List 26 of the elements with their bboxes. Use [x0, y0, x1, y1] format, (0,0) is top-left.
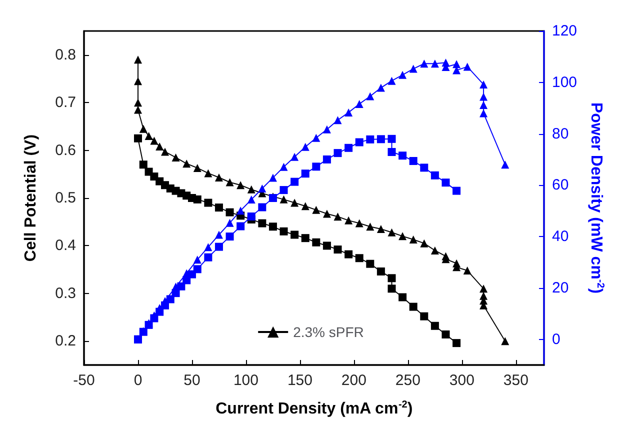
y-axis-title: Cell Potential (V) [22, 134, 40, 262]
x-tick-label: 300 [449, 372, 474, 389]
y2-tick-label: 80 [552, 125, 569, 142]
y2-tick-label: 100 [552, 74, 578, 91]
y2-tick-label: 60 [552, 176, 569, 194]
y-tick-label: 0.3 [55, 284, 76, 302]
x-tick-label: 0 [134, 372, 142, 389]
x-tick-label: 50 [184, 372, 200, 389]
y-tick-label: 0.4 [55, 237, 76, 254]
y-tick-label: 0.5 [55, 190, 76, 206]
x-tick-label: 100 [233, 372, 258, 389]
y2-axis-title: Power Density (mW cm-2) [587, 102, 606, 294]
y2-tick-label: 0 [552, 330, 560, 348]
y-tick-label: 0.6 [55, 142, 76, 159]
x-tick-label: 350 [503, 372, 528, 389]
legend-label: 2.3% sPFR [293, 324, 364, 340]
y-tick-label: 0.7 [55, 94, 76, 112]
x-tick-label: 200 [341, 372, 366, 389]
y2-tick-label: 120 [552, 22, 578, 40]
y-tick-label: 0.2 [55, 332, 76, 350]
y2-tick-label: 40 [552, 228, 569, 246]
x-tick-label: -50 [73, 372, 95, 389]
y-tick-label: 0.8 [55, 46, 76, 64]
y2-tick-label: 20 [552, 279, 569, 296]
x-tick-label: 150 [287, 372, 312, 389]
x-tick-label: 250 [395, 372, 420, 389]
